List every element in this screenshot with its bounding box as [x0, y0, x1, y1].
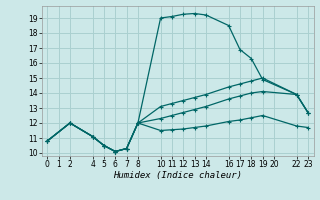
X-axis label: Humidex (Indice chaleur): Humidex (Indice chaleur) [113, 171, 242, 180]
